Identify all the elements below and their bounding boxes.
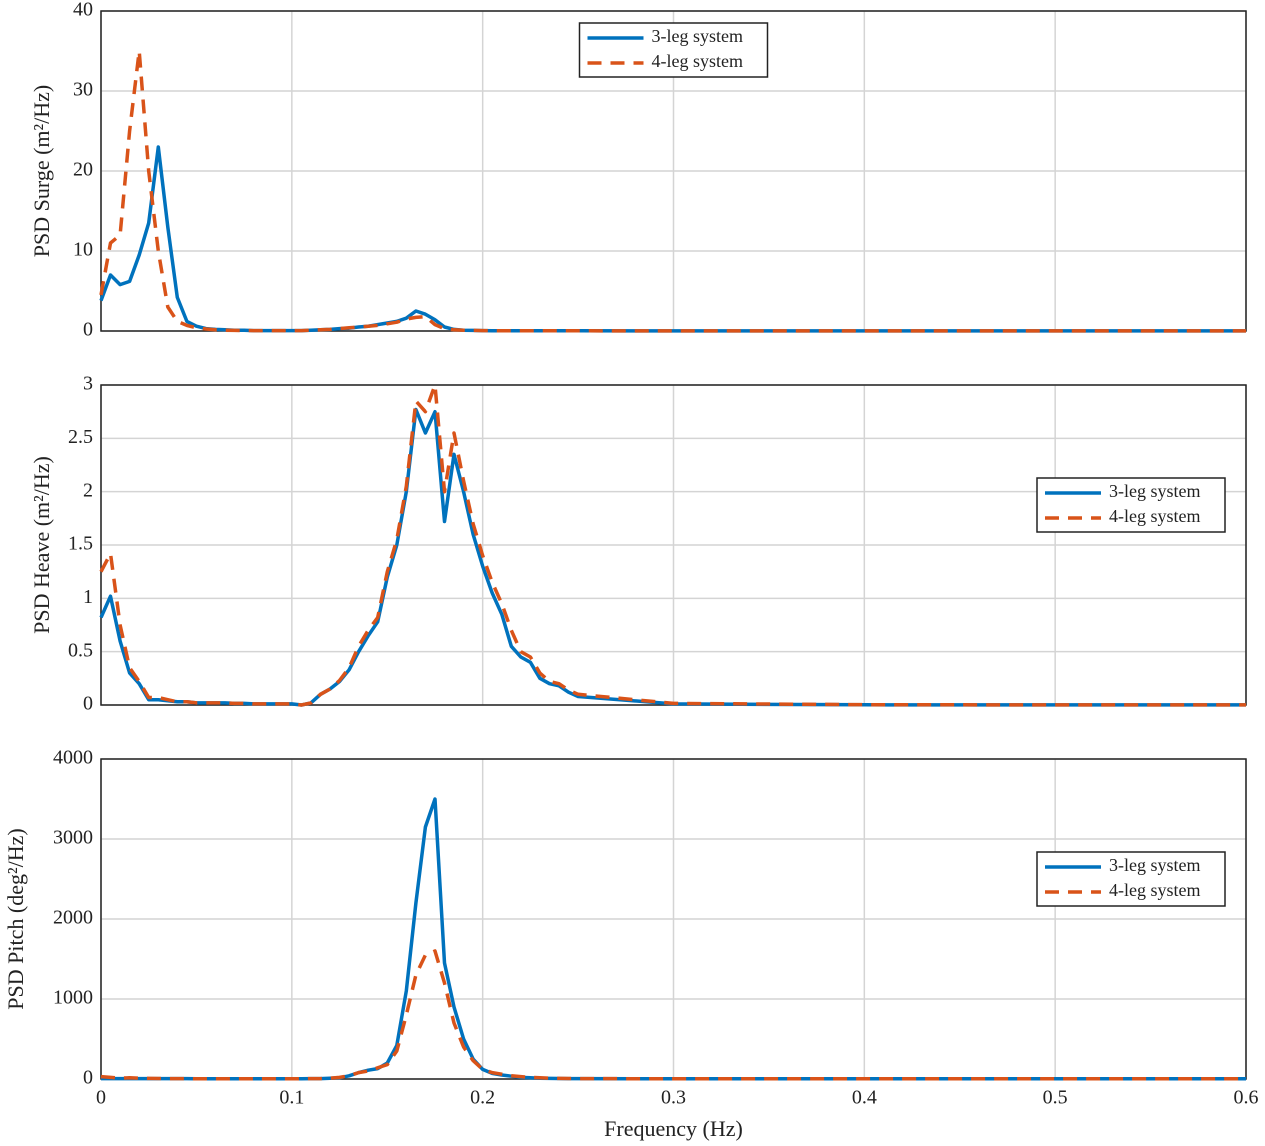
y-tick-label: 2 [83, 479, 93, 501]
y-tick-label: 2.5 [68, 426, 93, 448]
y-tick-label: 3000 [53, 827, 93, 849]
x-tick-label: 0 [96, 1087, 106, 1109]
y-tick-label: 1000 [53, 987, 93, 1009]
series-line [99, 49, 1246, 333]
y-tick-label: 0.5 [68, 639, 93, 661]
legend: 3-leg system 4-leg system [578, 22, 769, 78]
x-tick-label: 0.2 [470, 1087, 495, 1109]
legend-label: 3-leg system [1109, 855, 1201, 875]
subplot: 0 10 20 30 40 PSD Surge (m²/Hz) 3-leg system 4-… [29, 0, 1247, 341]
y-tick-label: 20 [73, 159, 93, 181]
legend-label: 3-leg system [1109, 481, 1201, 501]
y-tick-label: 3 [83, 373, 93, 395]
y-tick-label: 0 [83, 693, 93, 715]
legend-label: 4-leg system [1109, 880, 1201, 900]
x-tick-label: 0.6 [1234, 1087, 1259, 1109]
subplot: 0 0.5 1 1.5 2 2.5 3 PSD Heave (m²/Hz) 3-leg syst… [29, 373, 1247, 715]
x-tick-label: 0.1 [279, 1087, 304, 1109]
legend-label: 3-leg system [652, 26, 744, 46]
y-tick-label: 4000 [53, 747, 93, 769]
y-tick-label: 0 [83, 1067, 93, 1089]
y-axis-label: PSD Heave (m²/Hz) [29, 456, 54, 634]
x-tick-label: 0.5 [1043, 1087, 1068, 1109]
subplot: 0 0.1 0.2 0.3 0.4 0.5 0.6 0 1000 2000 3000 4000 PSD … [3, 747, 1258, 1141]
legend: 3-leg system 4-leg system [1036, 851, 1226, 907]
y-axis-label: PSD Surge (m²/Hz) [29, 85, 54, 257]
y-tick-label: 0 [83, 319, 93, 341]
legend-box [578, 22, 769, 78]
series-line [100, 949, 1246, 1081]
x-tick-label: 0.3 [661, 1087, 686, 1109]
legend: 3-leg system 4-leg system [1036, 477, 1226, 533]
legend-label: 4-leg system [1109, 506, 1201, 526]
y-tick-label: 1.5 [68, 533, 93, 555]
y-axis-label: PSD Pitch (deg²/Hz) [3, 828, 28, 1009]
x-axis-label: Frequency (Hz) [604, 1116, 743, 1141]
legend-box [1036, 477, 1226, 533]
legend-box [1036, 851, 1226, 907]
y-tick-label: 2000 [53, 907, 93, 929]
y-tick-label: 1 [83, 586, 93, 608]
y-tick-label: 10 [73, 239, 93, 261]
y-tick-label: 30 [73, 79, 93, 101]
series-line [99, 383, 1246, 707]
x-tick-label: 0.4 [852, 1087, 877, 1109]
y-tick-label: 40 [73, 0, 93, 21]
legend-label: 4-leg system [652, 51, 744, 71]
